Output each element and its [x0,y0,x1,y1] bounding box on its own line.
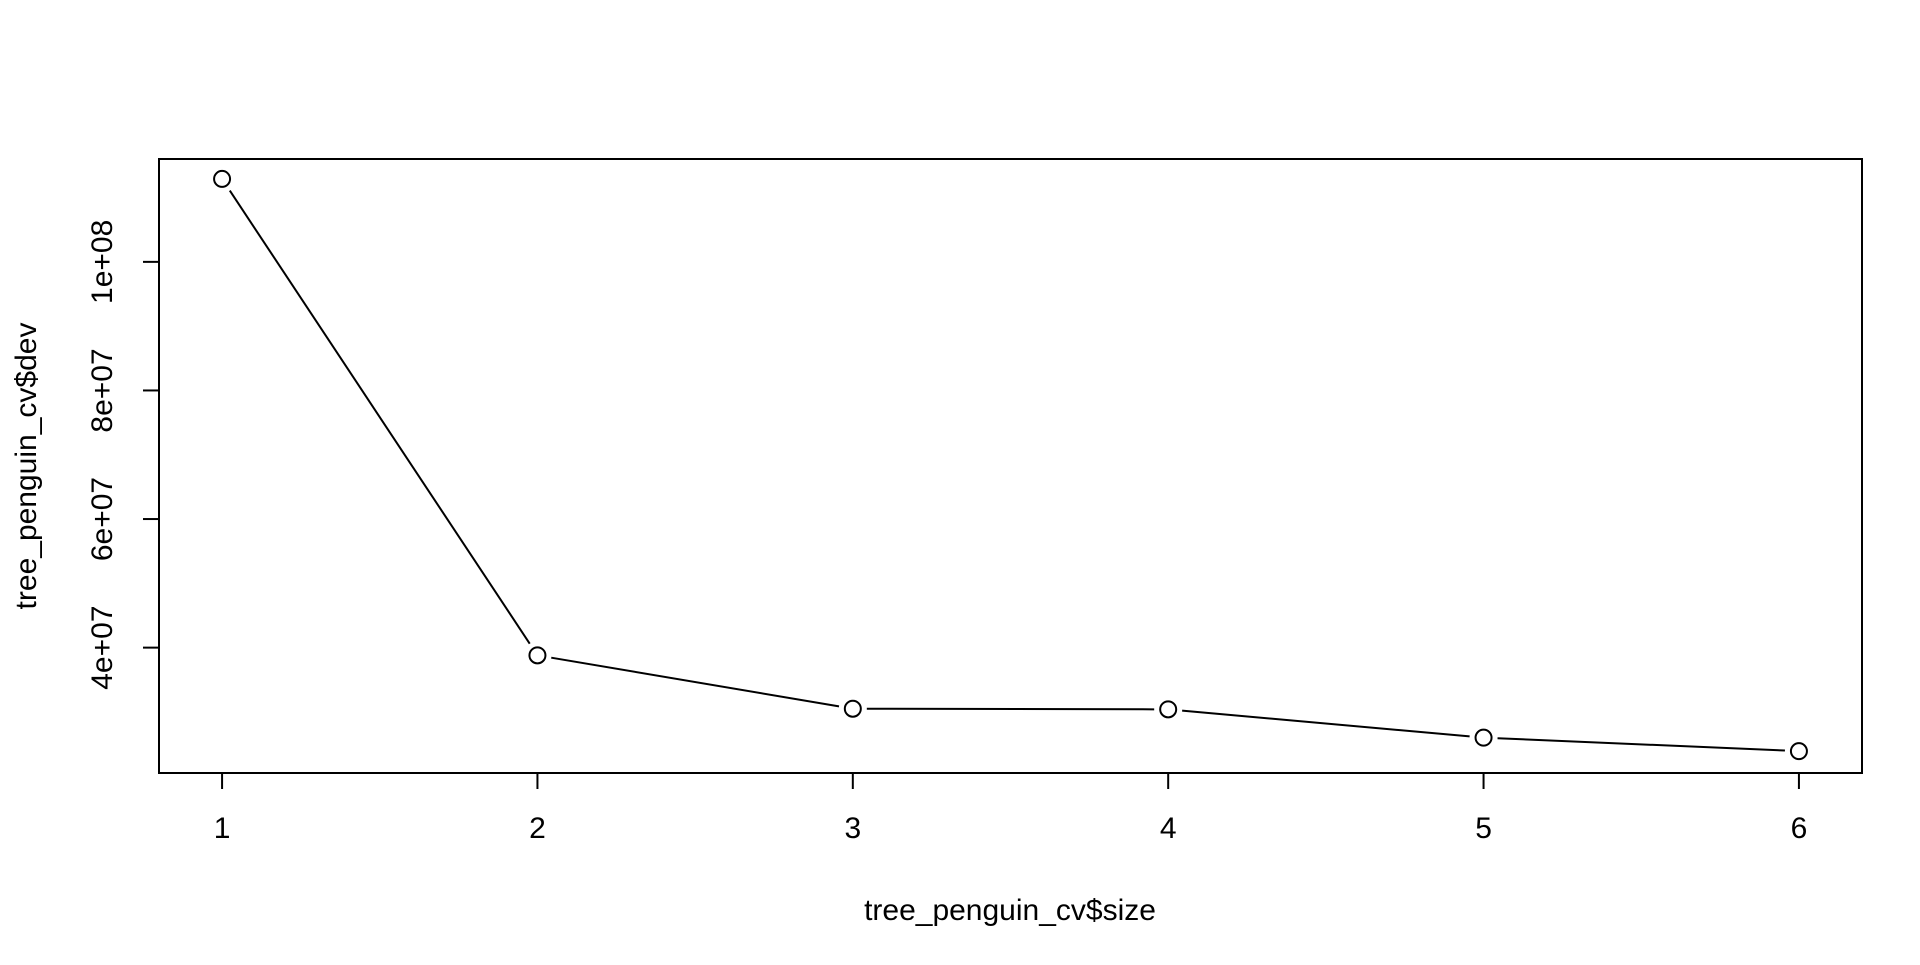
series-layer [213,169,1808,761]
data-point-marker [213,169,232,188]
y-tick-label: 4e+07 [86,605,119,689]
series-line-segment [1182,709,1470,738]
series-line-segment [866,707,1155,711]
series-line-segment [1497,737,1785,752]
x-tick-label: 5 [1475,812,1492,845]
x-tick-label: 4 [1160,812,1177,845]
data-point-marker [528,646,547,665]
y-tick-label: 1e+08 [86,220,119,304]
data-point-marker [1474,728,1493,747]
x-tick-label: 6 [1791,812,1808,845]
data-point-marker [1789,742,1808,761]
x-axis: 1 2 3 4 5 6 [214,772,1808,845]
series-line-segment [228,190,531,645]
plot-frame [158,158,1863,774]
y-tick-label: 6e+07 [86,477,119,561]
x-axis-label: tree_penguin_cv$size [864,894,1156,927]
y-axis: 4e+07 6e+07 8e+07 1e+08 [86,220,160,690]
data-point-marker [1159,700,1178,719]
x-tick-label: 1 [214,812,231,845]
series-line-segment [551,656,840,708]
data-point-marker [843,699,862,718]
y-tick-label: 8e+07 [86,348,119,432]
x-tick-label: 2 [529,812,546,845]
y-axis-label: tree_penguin_cv$dev [10,323,43,610]
x-tick-label: 3 [844,812,861,845]
